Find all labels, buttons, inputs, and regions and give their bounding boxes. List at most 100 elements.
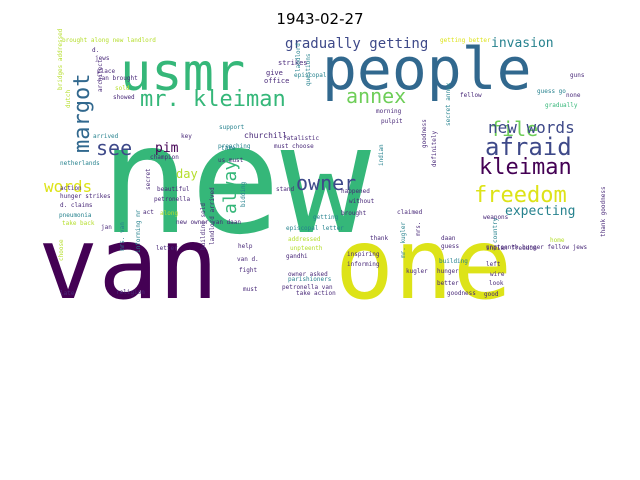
cloud-word: champion xyxy=(150,154,179,161)
cloud-word: always xyxy=(220,149,241,214)
cloud-word: d. claims xyxy=(60,202,93,209)
cloud-word: new owner van daan xyxy=(176,219,241,226)
cloud-word: landlord xyxy=(295,43,302,72)
cloud-word: bridges addressed xyxy=(57,28,64,90)
cloud-word: netherlands xyxy=(60,160,100,167)
cloud-word: sold xyxy=(115,85,130,92)
cloud-word: happened xyxy=(341,188,370,195)
cloud-word: help xyxy=(238,243,253,250)
cloud-word: getting better xyxy=(440,37,491,44)
cloud-word: van d. xyxy=(237,256,259,263)
cloud-word: gandhi xyxy=(286,253,308,260)
cloud-word: home xyxy=(550,237,565,244)
cloud-word: freedom xyxy=(474,183,567,208)
cloud-word: showed xyxy=(113,94,135,101)
cloud-word: fatalistic xyxy=(283,135,320,142)
cloud-word: one xyxy=(335,208,512,322)
cloud-word: guess go xyxy=(537,88,566,95)
cloud-word: unpteenth xyxy=(290,245,323,252)
cloud-word: hunger strikes xyxy=(60,193,111,200)
cloud-word: guns xyxy=(570,72,585,79)
cloud-word: country xyxy=(492,217,499,243)
cloud-word: getting xyxy=(313,214,339,221)
cloud-word: file xyxy=(490,117,538,141)
cloud-word: margot xyxy=(70,74,95,153)
cloud-word: jan brought xyxy=(98,75,138,82)
cloud-word: fight xyxy=(239,267,257,274)
cloud-word: usmr xyxy=(120,43,245,103)
cloud-word: gradually xyxy=(545,102,578,109)
cloud-word: take action xyxy=(296,290,336,297)
cloud-word: d. xyxy=(92,47,99,54)
cloud-word: place xyxy=(97,68,115,75)
cloud-word: morning xyxy=(376,108,402,115)
cloud-word: mr. kleiman xyxy=(140,87,286,112)
cloud-word: none xyxy=(566,92,581,99)
cloud-word: without xyxy=(349,198,375,205)
cloud-word: words xyxy=(44,177,92,196)
cloud-word: take xyxy=(221,145,236,152)
cloud-word: building xyxy=(439,258,468,265)
cloud-word: afraid xyxy=(485,133,572,161)
cloud-word: questions xyxy=(305,53,312,86)
cloud-word: along xyxy=(160,210,178,217)
cloud-word: goodness xyxy=(447,290,476,297)
cloud-word: episcopal letter xyxy=(286,225,344,232)
cloud-word: dutch xyxy=(65,90,72,108)
cloud-word: office xyxy=(264,77,289,85)
cloud-word: bidding xyxy=(240,181,247,207)
cloud-word: addressed xyxy=(288,236,321,243)
cloud-word: van xyxy=(38,205,219,322)
cloud-word: hunger xyxy=(437,268,459,275)
cloud-word: see xyxy=(96,136,132,160)
cloud-word: action xyxy=(60,185,82,192)
cloud-word: petronella xyxy=(154,196,191,203)
cloud-word: preaching xyxy=(218,143,251,150)
cloud-word: owner asked xyxy=(288,271,328,278)
cloud-word: pulpit xyxy=(381,118,403,125)
cloud-word: secret xyxy=(145,168,152,190)
cloud-word: pim xyxy=(155,141,179,156)
cloud-word: good xyxy=(484,291,499,298)
cloud-word: parishioners xyxy=(288,276,332,283)
cloud-word: left xyxy=(486,261,501,268)
cloud-word: choose xyxy=(58,239,65,261)
cloud-word: thank goodness xyxy=(600,186,607,237)
cloud-word: strikes xyxy=(278,59,308,67)
cloud-word: letter xyxy=(156,245,178,252)
cloud-word: annex xyxy=(346,84,406,108)
cloud-word: key xyxy=(181,133,192,140)
cloud-word: new words xyxy=(488,118,575,137)
cloud-word: beautiful xyxy=(157,186,190,193)
cloud-word: mrs. van xyxy=(119,222,126,251)
cloud-word: late xyxy=(60,290,75,297)
cloud-word: owner xyxy=(296,171,356,195)
cloud-word: brought along new landlord xyxy=(62,37,156,44)
cloud-word: guess xyxy=(441,243,459,250)
cloud-word: thank xyxy=(370,235,388,242)
cloud-word: must xyxy=(243,286,258,293)
cloud-word: day xyxy=(176,167,198,181)
cloud-word: brought xyxy=(341,210,367,217)
cloud-word: kugler xyxy=(406,268,428,275)
cloud-word: inspiring xyxy=(347,251,380,258)
cloud-word: must choose xyxy=(274,143,314,150)
cloud-word: support xyxy=(219,124,245,131)
cloud-word: better xyxy=(437,280,459,287)
cloud-word: secret annex xyxy=(445,82,452,126)
cloud-word: building sold xyxy=(200,203,207,250)
cloud-word: architect xyxy=(97,59,104,92)
cloud-word: definitely xyxy=(431,130,438,167)
cloud-word: informing xyxy=(347,261,380,268)
cloud-word: daan xyxy=(441,235,456,242)
cloud-word: give xyxy=(266,69,283,77)
cloud-word: people xyxy=(322,35,532,103)
cloud-word: us must xyxy=(218,157,244,164)
cloud-word: indian freedom xyxy=(486,245,537,252)
cloud-word: invasion xyxy=(491,36,554,51)
cloud-word: informing mr xyxy=(135,209,142,253)
cloud-word: unpteenth hunger fellow jews xyxy=(486,244,588,251)
cloud-word: look xyxy=(489,280,504,287)
cloud-word: weapons xyxy=(483,214,509,221)
